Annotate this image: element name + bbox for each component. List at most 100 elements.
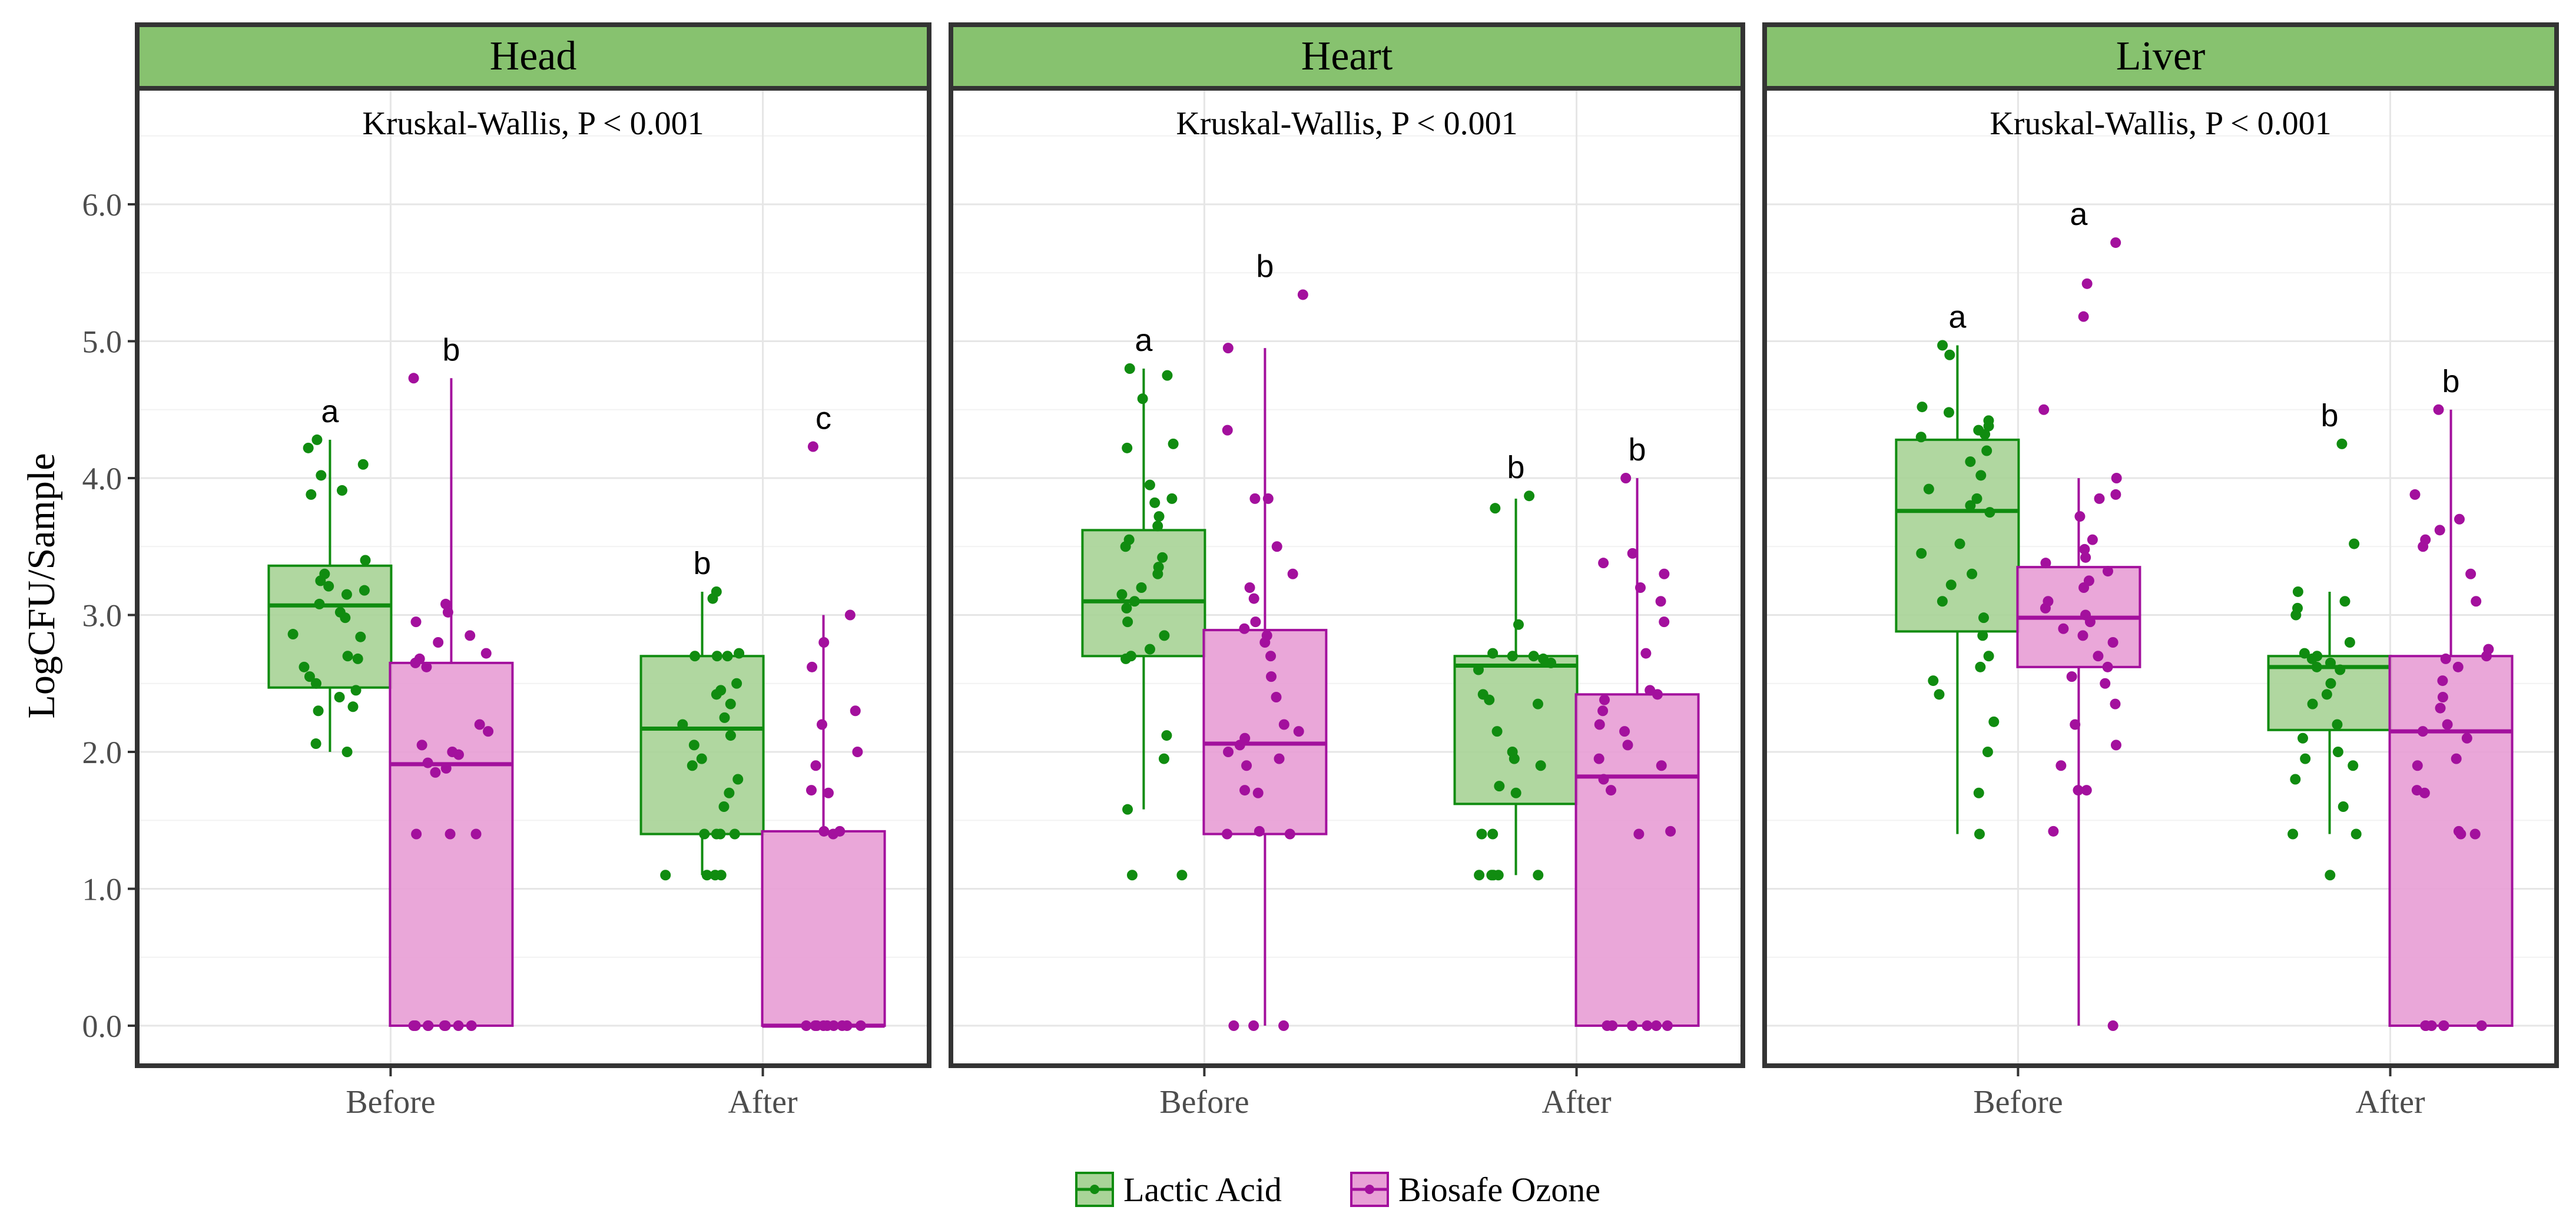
data-point <box>1476 828 1487 840</box>
box-iqr <box>389 661 514 1027</box>
data-point <box>1535 760 1546 771</box>
data-point <box>1494 781 1505 792</box>
data-point <box>1965 500 1976 511</box>
data-point <box>687 760 698 771</box>
significance-letter: b <box>1507 450 1525 485</box>
kruskal-wallis-label: Kruskal-Wallis, P < 0.001 <box>1176 105 1517 142</box>
data-point <box>1144 644 1155 655</box>
data-point <box>725 730 736 741</box>
data-point <box>474 719 485 730</box>
legend-label: Biosafe Ozone <box>1398 1171 1600 1209</box>
data-point <box>2438 1020 2449 1031</box>
data-point <box>1126 870 1138 881</box>
data-point <box>828 1020 839 1031</box>
data-point <box>1168 438 1179 449</box>
data-point <box>699 828 710 840</box>
data-point <box>350 685 362 696</box>
significance-letter: b <box>1256 248 1274 284</box>
data-point <box>287 629 299 640</box>
data-point <box>2455 828 2466 840</box>
data-point <box>299 661 310 672</box>
data-point <box>1513 619 1524 630</box>
data-point <box>1510 787 1521 798</box>
data-point <box>732 774 744 785</box>
data-point <box>2306 653 2318 664</box>
panel-heart: a b b b Heart Kruskal-Wallis, P < 0.001 Before… <box>949 22 1745 1120</box>
data-point <box>2307 698 2318 710</box>
data-point <box>1593 753 1604 764</box>
legend-key-point <box>1090 1185 1099 1194</box>
box-iqr <box>1081 529 1206 658</box>
data-point <box>1659 616 1670 628</box>
data-point <box>1129 596 1140 607</box>
data-point <box>734 648 745 659</box>
facet-strip <box>949 22 1745 91</box>
data-point <box>823 787 834 798</box>
data-point <box>316 470 327 481</box>
y-tick-label: 1.0 <box>82 872 122 907</box>
data-point <box>2325 870 2336 881</box>
data-point <box>2461 732 2472 744</box>
data-point <box>2426 1020 2437 1031</box>
data-point <box>359 585 370 596</box>
data-point <box>342 651 353 662</box>
data-point <box>465 630 476 641</box>
data-point <box>1166 493 1178 504</box>
data-point <box>1159 630 1170 641</box>
data-point <box>1975 470 1987 481</box>
data-point <box>1937 596 1948 607</box>
data-point <box>1937 340 1948 351</box>
data-point <box>677 719 688 730</box>
data-point <box>1473 664 1484 675</box>
data-point <box>440 598 451 609</box>
data-point <box>725 698 736 710</box>
data-point <box>2440 653 2451 664</box>
data-point <box>2348 760 2359 771</box>
data-point <box>1973 787 1984 798</box>
data-point <box>1528 651 1539 662</box>
legend-label: Lactic Acid <box>1123 1171 1282 1209</box>
data-point <box>1532 698 1543 710</box>
data-point <box>1627 548 1638 559</box>
data-point <box>2451 753 2462 764</box>
x-tick-label: Before <box>1159 1084 1249 1120</box>
data-point <box>1488 870 1499 881</box>
kruskal-wallis-label: Kruskal-Wallis, P < 0.001 <box>1990 105 2331 142</box>
data-point <box>1633 828 1645 840</box>
data-point <box>2073 785 2084 796</box>
facet-strip-label: Liver <box>2116 34 2206 79</box>
box-iqr <box>761 830 886 1027</box>
box-after-lactic-acid: b <box>639 546 765 881</box>
facet-strip-label: Heart <box>1301 34 1393 79</box>
data-point <box>1239 623 1250 634</box>
data-point <box>715 870 727 881</box>
data-point <box>439 1020 450 1031</box>
data-point <box>1271 541 1282 552</box>
data-point <box>410 1020 421 1031</box>
data-point <box>810 760 821 771</box>
data-point <box>2476 1020 2487 1031</box>
data-point <box>1278 719 1289 730</box>
data-point <box>1222 828 1233 840</box>
box-before-biosafe-ozone: b <box>389 332 514 1031</box>
box-iqr <box>1202 629 1328 836</box>
data-point <box>2074 511 2086 522</box>
data-point <box>1944 349 1955 360</box>
data-point <box>2437 692 2448 702</box>
data-point <box>2056 760 2067 771</box>
data-point <box>2084 616 2096 628</box>
data-point <box>360 555 371 566</box>
facet-strip <box>1762 22 2559 91</box>
data-point <box>1656 760 1667 771</box>
data-point <box>2435 702 2446 714</box>
data-point <box>323 581 334 592</box>
data-point <box>410 657 421 668</box>
data-point <box>711 651 722 662</box>
data-point <box>841 1020 853 1031</box>
data-point <box>1222 343 1234 354</box>
data-point <box>688 740 699 751</box>
data-point <box>1984 507 1995 518</box>
data-point <box>1622 740 1633 751</box>
data-point <box>1490 503 1501 514</box>
data-point <box>1606 785 1617 796</box>
